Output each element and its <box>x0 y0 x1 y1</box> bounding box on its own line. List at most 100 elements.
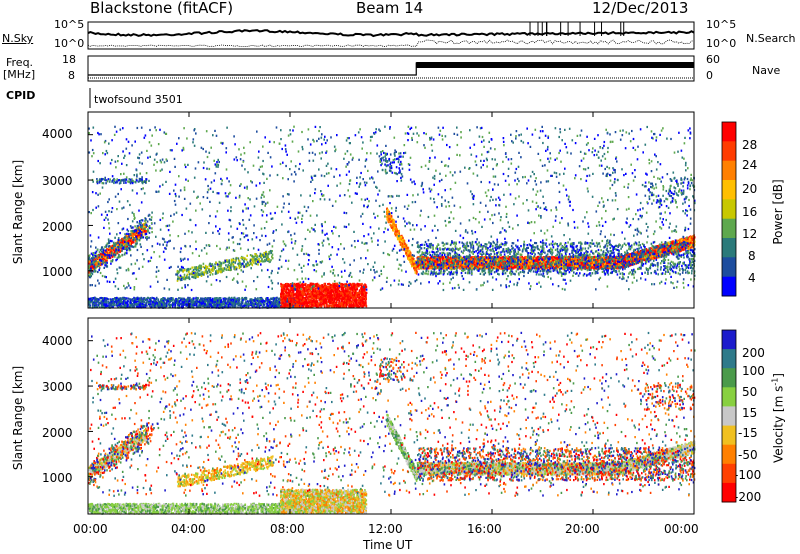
data-cell <box>126 236 129 239</box>
data-cell <box>101 302 104 305</box>
data-cell <box>210 304 212 307</box>
data-cell <box>140 225 142 228</box>
velocity-cb-tick-neg50: -50 <box>738 448 758 462</box>
data-cell <box>336 296 339 299</box>
data-cell <box>130 231 133 234</box>
data-cell <box>99 258 101 262</box>
data-cell <box>109 247 111 250</box>
data-cell <box>130 230 132 233</box>
data-cell <box>111 245 114 248</box>
data-cell <box>102 252 105 256</box>
data-cell <box>230 299 232 302</box>
data-cell <box>121 247 124 250</box>
data-cell <box>126 232 128 235</box>
data-cell <box>117 302 119 305</box>
data-cell <box>99 180 101 183</box>
data-cell <box>142 224 145 227</box>
data-cell <box>105 261 107 264</box>
data-cell <box>234 261 237 264</box>
data-cell <box>315 283 318 286</box>
data-cell <box>283 296 286 299</box>
data-cell <box>116 181 118 184</box>
data-cell <box>101 178 103 181</box>
data-cell <box>105 249 107 252</box>
data-cell <box>104 255 106 258</box>
data-cell <box>188 270 190 273</box>
data-cell <box>98 251 101 254</box>
data-cell <box>349 304 352 307</box>
data-cell <box>140 305 143 308</box>
data-cell <box>216 299 219 302</box>
data-cell <box>168 302 170 305</box>
data-cell <box>184 298 186 301</box>
xtick-1600: 16:00 <box>467 522 502 536</box>
data-cell <box>215 302 218 305</box>
data-cell <box>111 260 114 263</box>
data-cell <box>138 301 140 304</box>
data-cell <box>292 290 294 293</box>
data-cell <box>130 298 133 301</box>
data-cell <box>334 297 337 300</box>
data-cell <box>122 297 125 300</box>
velocity-ytick-4000: 4000 <box>42 334 73 348</box>
data-cell <box>128 180 130 183</box>
data-cell <box>134 303 137 306</box>
data-cell <box>90 267 92 270</box>
data-cell <box>365 304 367 307</box>
data-cell <box>140 231 143 234</box>
data-cell <box>226 259 228 262</box>
data-cell <box>333 284 336 287</box>
data-cell <box>197 300 200 303</box>
data-cell <box>123 300 125 303</box>
data-cell <box>93 266 96 269</box>
data-cell <box>90 261 93 264</box>
data-cell <box>360 297 362 300</box>
data-cell <box>97 270 99 274</box>
data-cell <box>246 303 249 306</box>
data-cell <box>178 304 180 307</box>
data-cell <box>105 252 107 255</box>
data-cell <box>188 273 191 276</box>
data-cell <box>140 221 142 225</box>
data-cell <box>204 297 207 300</box>
data-cell <box>200 272 202 275</box>
data-cell <box>337 302 340 305</box>
data-cell <box>145 236 147 239</box>
data-cell <box>149 227 151 230</box>
data-cell <box>218 305 221 308</box>
data-cell <box>101 297 104 300</box>
data-cell <box>278 301 281 304</box>
data-cell <box>191 305 193 308</box>
data-cell <box>208 298 210 301</box>
data-cell <box>135 179 138 182</box>
data-cell <box>176 301 178 305</box>
data-cell <box>226 265 229 268</box>
data-cell <box>189 303 192 306</box>
data-cell <box>330 304 332 307</box>
data-cell <box>140 219 143 222</box>
data-cell <box>139 237 142 240</box>
data-cell <box>93 257 95 260</box>
data-cell <box>144 227 147 231</box>
data-cell <box>108 248 110 252</box>
data-cell <box>121 248 123 251</box>
data-cell <box>106 261 108 264</box>
data-cell <box>235 302 238 305</box>
data-cell <box>271 257 274 260</box>
data-cell <box>114 297 116 300</box>
data-cell <box>321 296 323 300</box>
data-cell <box>174 299 176 302</box>
data-cell <box>120 239 123 242</box>
data-cell <box>126 301 129 304</box>
data-cell <box>113 247 116 250</box>
data-cell <box>132 299 134 302</box>
data-cell <box>101 182 104 185</box>
data-cell <box>295 296 297 299</box>
freq-left-tick-top: 18 <box>62 53 76 66</box>
data-cell <box>314 292 317 295</box>
data-cell <box>181 297 183 300</box>
data-cell <box>341 302 343 305</box>
data-cell <box>141 224 143 227</box>
data-cell <box>107 245 110 248</box>
data-cell <box>229 303 232 306</box>
